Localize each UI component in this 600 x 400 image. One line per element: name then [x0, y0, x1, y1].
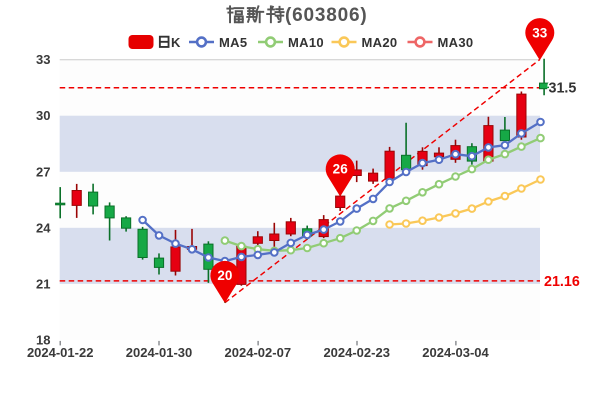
- svg-text:2024-01-22: 2024-01-22: [27, 345, 94, 360]
- svg-text:MA20: MA20: [362, 35, 398, 50]
- svg-text:MA10: MA10: [288, 35, 324, 50]
- svg-text:21.16: 21.16: [544, 274, 580, 290]
- svg-text:24: 24: [36, 220, 51, 235]
- svg-text:18: 18: [36, 332, 50, 347]
- svg-text:K: K: [171, 35, 181, 50]
- svg-text:(603806): (603806): [285, 5, 367, 26]
- svg-text:31.5: 31.5: [549, 81, 577, 97]
- svg-text:2024-03-04: 2024-03-04: [422, 345, 489, 360]
- svg-text:MA30: MA30: [438, 35, 474, 50]
- svg-text:27: 27: [36, 164, 50, 179]
- svg-text:33: 33: [532, 25, 548, 40]
- svg-text:33: 33: [36, 52, 50, 67]
- svg-text:20: 20: [217, 268, 232, 283]
- svg-text:30: 30: [36, 108, 50, 123]
- svg-text:21: 21: [36, 276, 50, 291]
- svg-text:2024-02-23: 2024-02-23: [323, 345, 390, 360]
- svg-text:2024-02-07: 2024-02-07: [225, 345, 292, 360]
- svg-text:2024-01-30: 2024-01-30: [126, 345, 193, 360]
- svg-text:26: 26: [333, 162, 349, 177]
- svg-text:MA5: MA5: [219, 35, 247, 50]
